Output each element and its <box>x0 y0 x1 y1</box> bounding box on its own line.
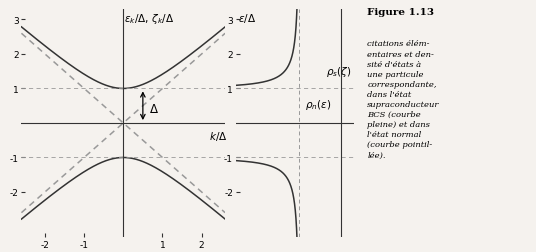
Text: citations élém-
entaires et den-
sité d'états à
une particule
correspondante,
da: citations élém- entaires et den- sité d'… <box>367 40 440 159</box>
Text: Figure 1.13: Figure 1.13 <box>367 8 434 17</box>
Text: $\rho_n(\epsilon)$: $\rho_n(\epsilon)$ <box>306 98 332 111</box>
Text: $\epsilon_k/\Delta,\,\zeta_k/\Delta$: $\epsilon_k/\Delta,\,\zeta_k/\Delta$ <box>124 12 174 26</box>
Text: $\Delta$: $\Delta$ <box>149 103 159 115</box>
Text: $k/\Delta$: $k/\Delta$ <box>209 130 227 143</box>
Text: $\rho_s(\zeta)$: $\rho_s(\zeta)$ <box>326 65 352 79</box>
Text: $\epsilon/\Delta$: $\epsilon/\Delta$ <box>238 12 256 25</box>
